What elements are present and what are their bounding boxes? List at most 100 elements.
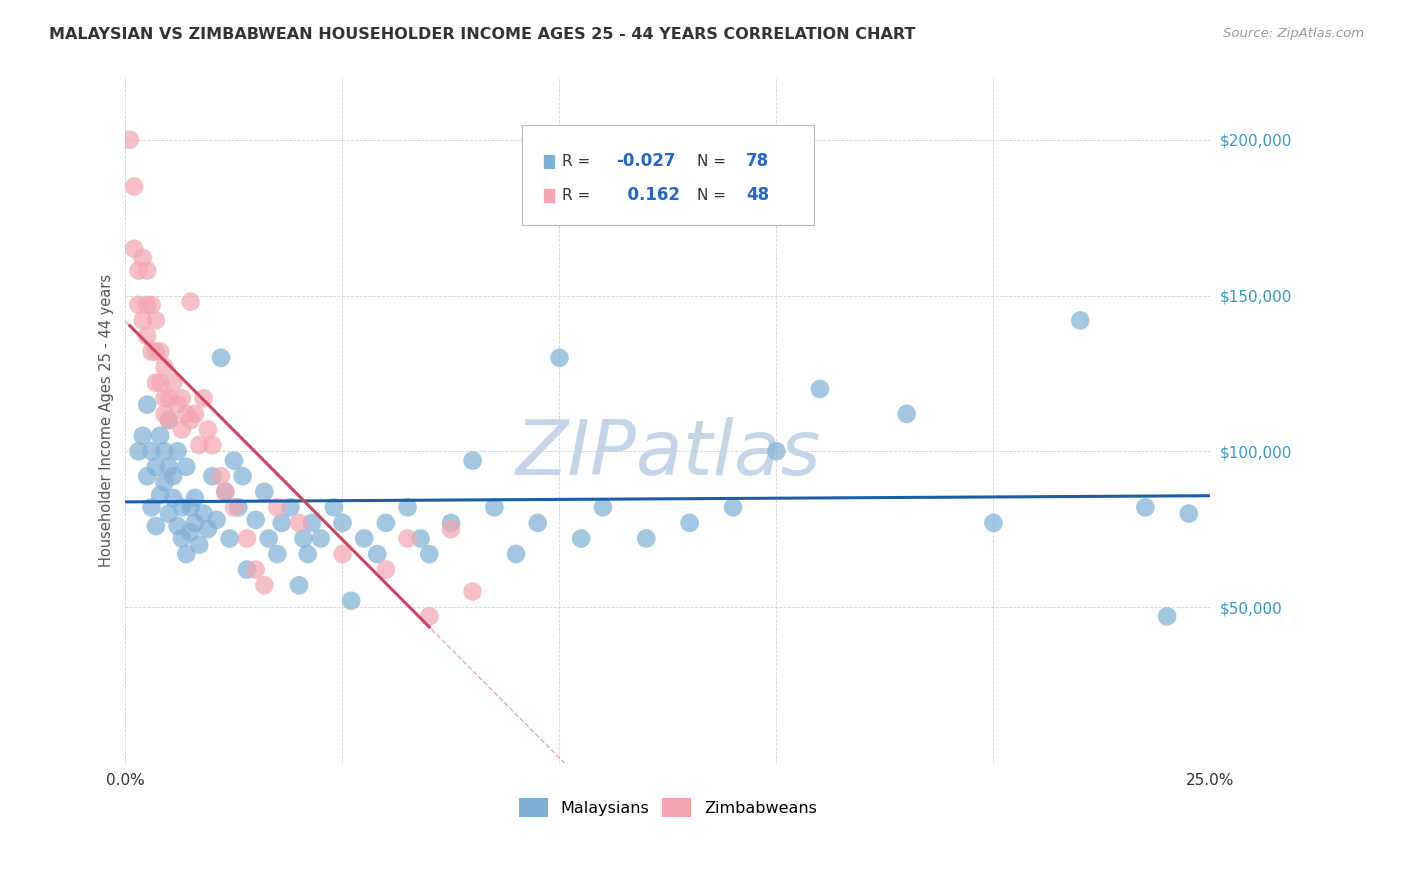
Point: [157, 413, 180, 427]
Point: [145, 344, 167, 359]
Point: [174, 407, 197, 421]
Point: [180, 500, 202, 515]
Point: [145, 376, 167, 390]
Point: [209, 351, 232, 365]
Point: [721, 500, 744, 515]
Point: [808, 382, 831, 396]
Text: -0.027: -0.027: [616, 153, 675, 170]
Point: [166, 444, 188, 458]
Point: [162, 469, 184, 483]
Text: R =: R =: [562, 188, 595, 203]
Point: [592, 500, 614, 515]
Point: [145, 313, 167, 327]
Text: Source: ZipAtlas.com: Source: ZipAtlas.com: [1223, 27, 1364, 40]
Point: [118, 133, 141, 147]
Point: [149, 376, 172, 390]
Point: [548, 351, 571, 365]
Point: [157, 459, 180, 474]
Point: [153, 475, 176, 490]
Point: [418, 547, 440, 561]
Point: [209, 469, 232, 483]
Text: 78: 78: [747, 153, 769, 170]
Text: 48: 48: [747, 186, 769, 204]
Point: [170, 532, 193, 546]
Point: [205, 513, 228, 527]
Point: [122, 242, 145, 256]
Point: [153, 407, 176, 421]
Point: [461, 584, 484, 599]
Point: [418, 609, 440, 624]
Y-axis label: Householder Income Ages 25 - 44 years: Householder Income Ages 25 - 44 years: [100, 274, 114, 566]
Point: [166, 519, 188, 533]
Point: [245, 513, 267, 527]
Point: [170, 392, 193, 406]
Point: [765, 444, 787, 458]
Text: ZIPatlas: ZIPatlas: [515, 417, 821, 491]
Legend: Malaysians, Zimbabweans: Malaysians, Zimbabweans: [513, 792, 823, 823]
Point: [1069, 313, 1091, 327]
Point: [180, 525, 202, 540]
Point: [149, 428, 172, 442]
Point: [366, 547, 388, 561]
Point: [983, 516, 1005, 530]
Point: [505, 547, 527, 561]
Point: [136, 469, 159, 483]
Point: [141, 344, 163, 359]
Point: [128, 444, 150, 458]
Point: [253, 578, 276, 592]
Point: [136, 398, 159, 412]
Point: [128, 298, 150, 312]
Point: [396, 532, 419, 546]
Text: MALAYSIAN VS ZIMBABWEAN HOUSEHOLDER INCOME AGES 25 - 44 YEARS CORRELATION CHART: MALAYSIAN VS ZIMBABWEAN HOUSEHOLDER INCO…: [49, 27, 915, 42]
Point: [141, 500, 163, 515]
Point: [332, 516, 354, 530]
Point: [197, 522, 219, 536]
Point: [679, 516, 702, 530]
Point: [288, 516, 311, 530]
Point: [184, 516, 207, 530]
Point: [232, 469, 254, 483]
Point: [322, 500, 344, 515]
Point: [149, 488, 172, 502]
Point: [174, 459, 197, 474]
Point: [253, 484, 276, 499]
Point: [374, 516, 396, 530]
Point: [340, 594, 363, 608]
Point: [896, 407, 918, 421]
Point: [222, 453, 245, 467]
FancyBboxPatch shape: [522, 126, 814, 225]
Point: [266, 500, 288, 515]
Point: [188, 438, 211, 452]
Point: [214, 484, 236, 499]
Point: [461, 453, 484, 467]
Point: [128, 263, 150, 277]
Point: [157, 392, 180, 406]
Point: [153, 392, 176, 406]
Point: [245, 563, 267, 577]
Point: [396, 500, 419, 515]
Point: [301, 516, 323, 530]
Point: [484, 500, 506, 515]
Point: [440, 522, 463, 536]
Text: R =: R =: [562, 153, 595, 169]
Point: [180, 294, 202, 309]
Point: [569, 532, 592, 546]
Point: [193, 507, 215, 521]
Point: [149, 344, 172, 359]
Text: N =: N =: [697, 188, 731, 203]
Point: [409, 532, 432, 546]
Point: [145, 519, 167, 533]
Point: [132, 313, 155, 327]
Text: 0.162: 0.162: [616, 186, 681, 204]
Point: [162, 491, 184, 505]
Point: [297, 547, 319, 561]
Point: [180, 413, 202, 427]
Point: [193, 392, 215, 406]
Point: [162, 376, 184, 390]
Point: [157, 507, 180, 521]
Text: N =: N =: [697, 153, 731, 169]
Point: [136, 329, 159, 343]
Point: [236, 532, 259, 546]
Point: [266, 547, 288, 561]
Point: [132, 251, 155, 265]
